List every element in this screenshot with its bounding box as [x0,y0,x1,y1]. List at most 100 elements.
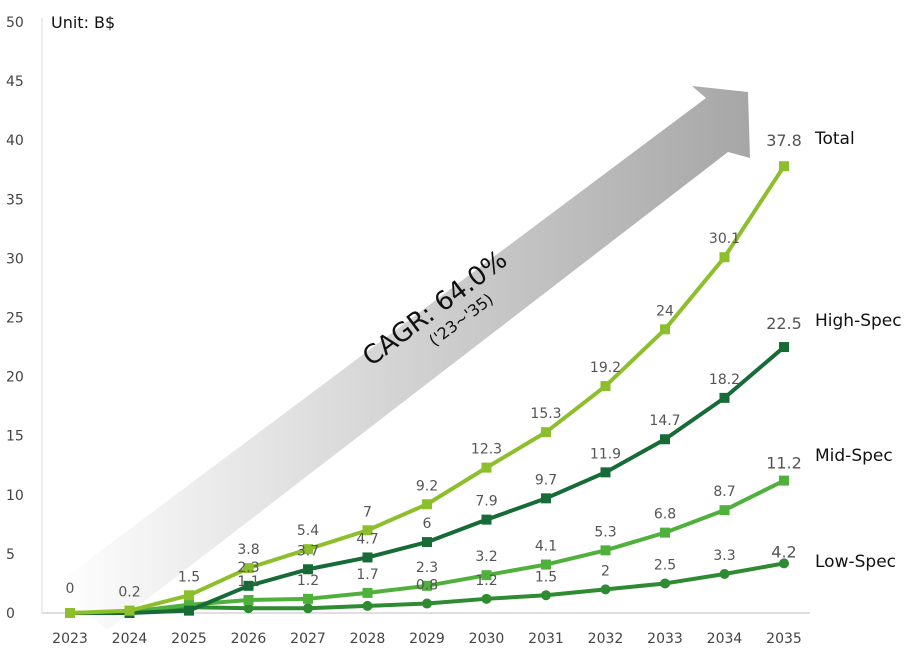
data-point [303,544,313,555]
y-tick-label: 20 [6,370,24,386]
y-tick-label: 5 [6,547,15,563]
data-point [422,598,432,609]
series-total [65,161,789,618]
data-point [481,514,492,525]
data-point [481,570,492,581]
data-point [481,593,492,604]
data-point [65,608,75,618]
data-label: 9.2 [416,478,438,494]
data-label: 1.5 [178,569,200,585]
data-label: 22.5 [766,314,802,333]
data-label: 1.5 [535,569,557,585]
data-label: 3.3 [713,548,735,564]
data-label: 18.2 [709,372,740,388]
data-label: 9.7 [535,472,557,488]
data-point [481,462,492,473]
data-point [600,381,611,392]
data-point [779,558,789,569]
data-point [184,605,194,616]
data-label: 2.3 [237,560,259,576]
unit-label: Unit: B$ [51,13,115,32]
data-label: 4.2 [771,542,796,561]
data-point [243,580,254,591]
data-point [600,467,611,478]
data-point [184,590,194,601]
data-label: 6.8 [654,507,676,523]
x-tick-label: 2034 [707,631,743,647]
data-point [303,593,313,604]
data-point [422,537,432,548]
y-tick-label: 45 [6,74,24,90]
y-tick-label: 50 [6,15,24,31]
data-label: 7.9 [475,494,497,510]
cagr-arrow [55,86,750,630]
data-point [660,324,670,335]
data-label: 4.1 [535,539,557,555]
data-point [719,252,730,263]
x-tick-label: 2031 [528,631,564,647]
data-point [779,161,789,172]
data-label: 7 [363,504,372,520]
data-label: 6 [423,516,432,532]
series-name-label: Low-Spec [815,552,896,572]
x-tick-label: 2028 [350,631,386,647]
data-label: 0.8 [416,578,438,594]
data-point [362,587,373,598]
x-tick-label: 2026 [231,631,267,647]
data-point [600,584,611,595]
data-label: 2.3 [416,560,438,576]
x-tick-label: 2033 [647,631,683,647]
x-tick-label: 2024 [112,631,148,647]
data-point [362,552,373,563]
data-point [779,475,789,486]
data-point [600,545,611,556]
data-point [660,434,670,445]
data-label: 11.9 [590,446,621,462]
data-point [779,342,789,353]
data-label: 19.2 [590,360,621,376]
y-tick-label: 40 [6,133,24,149]
data-label: 1.7 [356,567,378,583]
data-point [243,563,254,574]
data-point [243,594,254,605]
data-label: 5.3 [594,524,616,540]
data-point [422,499,432,510]
data-point [362,525,373,536]
data-label: 15.3 [530,406,561,422]
data-label: 3.2 [475,549,497,565]
data-label: 24 [656,303,674,319]
data-point [422,580,432,591]
data-label: 1.1 [237,574,259,590]
data-point [541,427,551,438]
series-name-label: Total [814,129,855,149]
y-tick-label: 35 [6,192,24,208]
data-label: 37.8 [766,131,802,150]
x-tick-label: 2030 [469,631,505,647]
data-point [719,392,730,403]
data-label: 12.3 [471,442,502,458]
data-point [362,600,373,611]
y-tick-label: 10 [6,488,24,504]
data-label: 0 [66,581,75,597]
y-tick-label: 30 [6,251,24,267]
x-tick-label: 2027 [290,631,326,647]
data-point [303,564,313,575]
data-label: 3.8 [237,542,259,558]
x-tick-label: 2023 [52,631,88,647]
series-name-label: High-Spec [815,311,902,331]
x-tick-label: 2029 [409,631,445,647]
data-label: 3.7 [297,543,319,559]
series-name-label: Mid-Spec [815,446,893,466]
data-point [124,605,135,616]
data-point [541,559,551,570]
data-point [184,599,194,610]
data-label: 1.2 [297,573,319,589]
data-point [660,527,670,538]
data-label: 2 [601,563,610,579]
y-tick-label: 25 [6,311,24,327]
data-label: 0.2 [118,585,140,601]
data-point [719,568,730,579]
x-tick-label: 2032 [588,631,624,647]
data-label: 4.7 [356,531,378,547]
